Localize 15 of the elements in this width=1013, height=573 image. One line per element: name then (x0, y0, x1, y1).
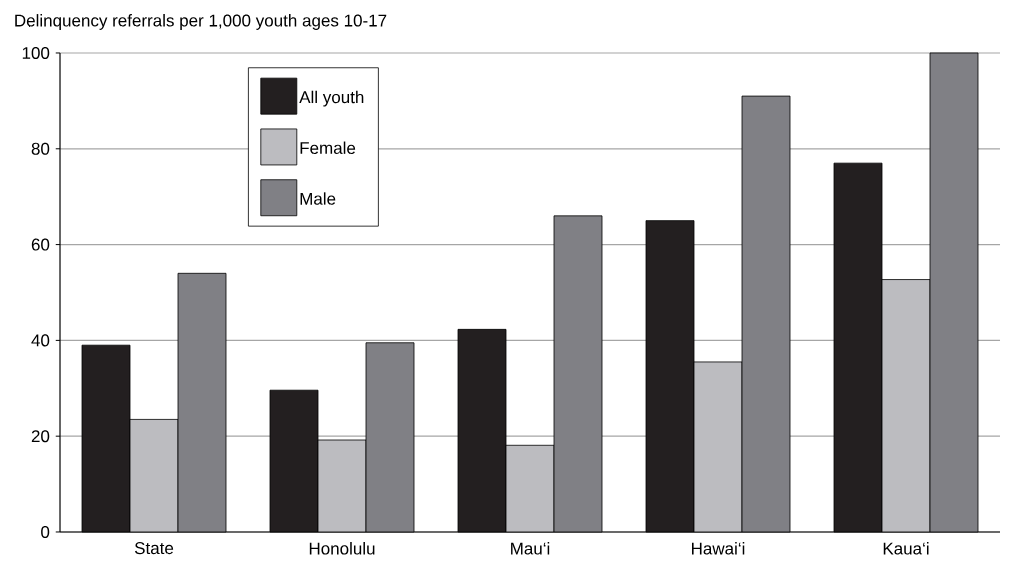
x-tick-label: Kaua‘i (883, 542, 929, 555)
y-tick-label: 80 (31, 142, 50, 155)
x-tick-label: State (134, 542, 174, 555)
legend-label: Male (300, 192, 336, 205)
x-tick-label: Mau‘i (511, 542, 550, 555)
y-tick-label: 40 (31, 334, 50, 347)
legend-label: Female (300, 141, 356, 154)
y-axis-title: Delinquency referrals per 1,000 youth ages 10-17 (15, 14, 387, 30)
x-tick-label: Honolulu (309, 542, 375, 555)
x-tick-label: Hawai‘i (692, 542, 745, 555)
y-tick-label: 0 (41, 525, 50, 539)
y-tick-label: 60 (31, 238, 50, 251)
y-tick-label: 20 (31, 430, 50, 443)
legend-label: All youth (299, 90, 364, 107)
y-tick-label: 100 (22, 46, 50, 60)
